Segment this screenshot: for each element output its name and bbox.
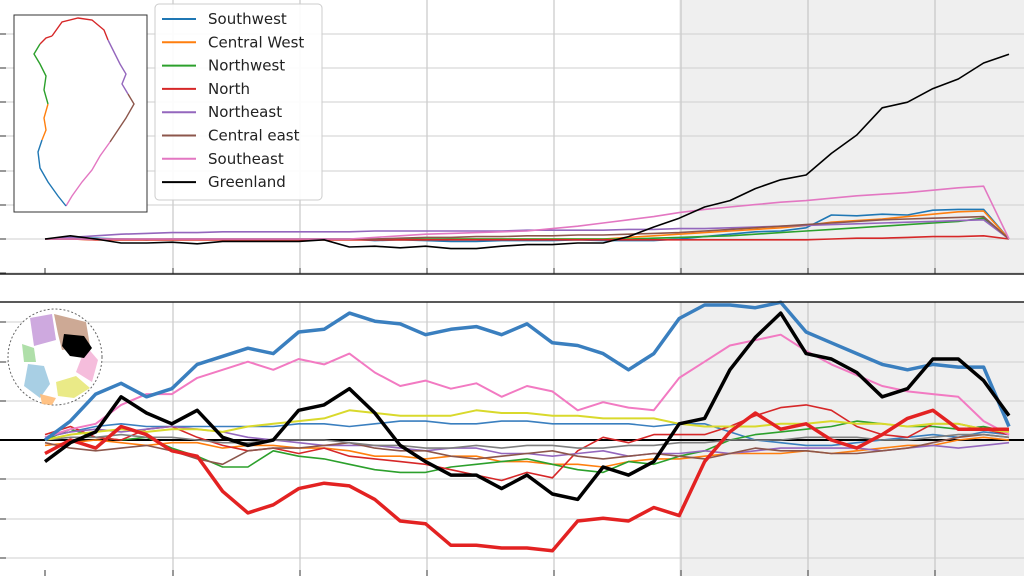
legend-label-5: Central east [208, 127, 300, 145]
insets [8, 15, 147, 405]
legend-label-0: Southwest [208, 10, 287, 28]
legend-label-6: Southeast [208, 150, 284, 168]
legend-label-1: Central West [208, 33, 304, 51]
legend-label-3: North [208, 80, 250, 98]
legend-label-7: Greenland [208, 173, 286, 191]
legend-label-2: Northwest [208, 57, 285, 75]
legend-label-4: Northeast [208, 103, 282, 121]
bottom-panel [0, 302, 1024, 576]
legend: Southwest Central West Northwest North North… [155, 4, 322, 200]
greenland-map-inset [14, 15, 147, 212]
top-panel [0, 0, 1024, 274]
shaded-period [679, 0, 1024, 274]
